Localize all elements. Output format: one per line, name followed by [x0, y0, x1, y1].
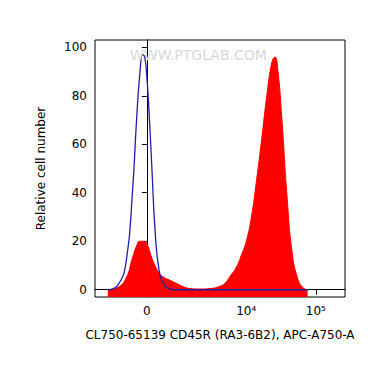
svg-text:Relative cell number: Relative cell number: [34, 107, 48, 231]
svg-text:80: 80: [72, 89, 87, 103]
svg-text:10⁴: 10⁴: [236, 304, 256, 318]
svg-text:10⁵: 10⁵: [306, 304, 326, 318]
svg-text:WWW.PTGLAB.COM: WWW.PTGLAB.COM: [130, 47, 267, 63]
svg-text:60: 60: [72, 137, 87, 151]
svg-text:0: 0: [79, 283, 87, 297]
svg-text:0: 0: [143, 304, 151, 318]
svg-text:100: 100: [64, 40, 87, 54]
svg-text:20: 20: [72, 234, 87, 248]
svg-text:40: 40: [72, 186, 87, 200]
svg-text:CL750-65139 CD45R (RA3-6B2), A: CL750-65139 CD45R (RA3-6B2), APC-A750-A: [85, 328, 355, 342]
